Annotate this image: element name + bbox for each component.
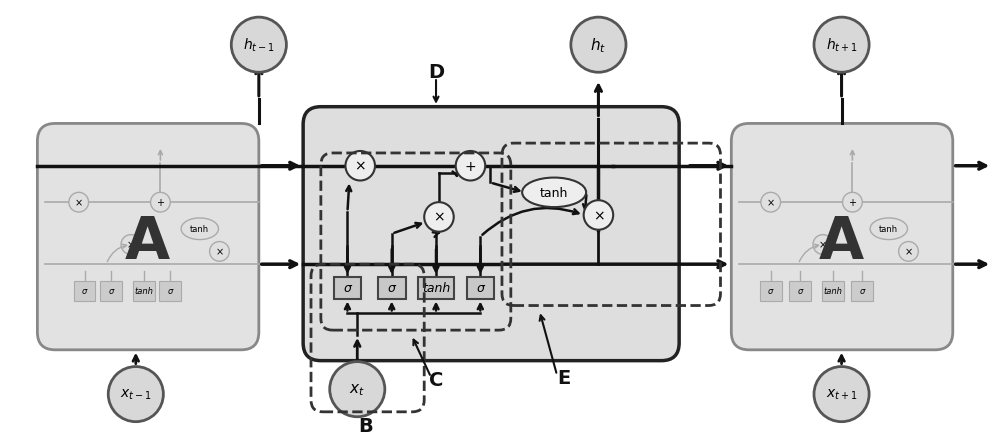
FancyBboxPatch shape bbox=[37, 124, 259, 350]
Text: $x_{t+1}$: $x_{t+1}$ bbox=[826, 387, 857, 401]
Circle shape bbox=[899, 242, 918, 261]
Circle shape bbox=[151, 193, 170, 212]
Circle shape bbox=[761, 193, 781, 212]
Text: $h_{t-1}$: $h_{t-1}$ bbox=[243, 37, 275, 54]
Circle shape bbox=[330, 362, 385, 417]
Text: +: + bbox=[465, 159, 476, 173]
Text: $x_t$: $x_t$ bbox=[349, 381, 365, 397]
Text: ×: × bbox=[819, 240, 827, 250]
Circle shape bbox=[571, 18, 626, 73]
Text: ×: × bbox=[593, 208, 604, 223]
Text: σ: σ bbox=[476, 282, 484, 295]
FancyBboxPatch shape bbox=[334, 277, 361, 299]
Text: ×: × bbox=[215, 247, 224, 257]
FancyBboxPatch shape bbox=[74, 281, 95, 301]
Text: $x_{t-1}$: $x_{t-1}$ bbox=[120, 387, 152, 401]
Ellipse shape bbox=[522, 178, 586, 208]
Text: D: D bbox=[428, 63, 444, 81]
Text: tanh: tanh bbox=[823, 286, 842, 296]
Text: tanh: tanh bbox=[422, 282, 450, 295]
Text: σ: σ bbox=[82, 286, 87, 296]
Circle shape bbox=[121, 235, 141, 255]
Circle shape bbox=[813, 235, 833, 255]
Circle shape bbox=[814, 367, 869, 422]
Text: tanh: tanh bbox=[190, 225, 209, 234]
Circle shape bbox=[456, 152, 485, 181]
Circle shape bbox=[843, 193, 862, 212]
Text: E: E bbox=[557, 368, 571, 387]
Text: ×: × bbox=[433, 210, 445, 224]
FancyBboxPatch shape bbox=[133, 281, 155, 301]
Ellipse shape bbox=[181, 219, 218, 240]
Circle shape bbox=[584, 201, 613, 230]
Text: $h_t$: $h_t$ bbox=[590, 36, 607, 55]
Text: tanh: tanh bbox=[879, 225, 898, 234]
Circle shape bbox=[345, 152, 375, 181]
Text: σ: σ bbox=[798, 286, 803, 296]
Text: $h_{t+1}$: $h_{t+1}$ bbox=[826, 37, 857, 54]
Text: tanh: tanh bbox=[134, 286, 153, 296]
Text: +: + bbox=[156, 198, 164, 208]
FancyBboxPatch shape bbox=[822, 281, 844, 301]
FancyBboxPatch shape bbox=[467, 277, 494, 299]
Text: σ: σ bbox=[168, 286, 173, 296]
FancyBboxPatch shape bbox=[760, 281, 782, 301]
Text: σ: σ bbox=[768, 286, 773, 296]
FancyBboxPatch shape bbox=[303, 107, 679, 361]
Text: ×: × bbox=[75, 198, 83, 208]
Text: σ: σ bbox=[388, 282, 396, 295]
Ellipse shape bbox=[870, 219, 908, 240]
FancyBboxPatch shape bbox=[789, 281, 811, 301]
Text: σ: σ bbox=[860, 286, 865, 296]
FancyBboxPatch shape bbox=[378, 277, 406, 299]
Text: tanh: tanh bbox=[540, 187, 568, 199]
Text: σ: σ bbox=[109, 286, 114, 296]
Circle shape bbox=[814, 18, 869, 73]
FancyBboxPatch shape bbox=[851, 281, 873, 301]
Text: ×: × bbox=[354, 159, 366, 173]
FancyBboxPatch shape bbox=[159, 281, 181, 301]
FancyBboxPatch shape bbox=[418, 277, 454, 299]
Text: ×: × bbox=[904, 247, 913, 257]
Circle shape bbox=[210, 242, 229, 261]
Text: +: + bbox=[848, 198, 856, 208]
Text: σ: σ bbox=[343, 282, 351, 295]
Text: C: C bbox=[429, 370, 443, 389]
Circle shape bbox=[424, 203, 454, 232]
Circle shape bbox=[231, 18, 286, 73]
Circle shape bbox=[108, 367, 163, 422]
FancyBboxPatch shape bbox=[731, 124, 953, 350]
Text: A: A bbox=[125, 214, 170, 270]
Text: B: B bbox=[358, 416, 373, 435]
FancyBboxPatch shape bbox=[100, 281, 122, 301]
Text: A: A bbox=[819, 214, 864, 270]
Text: ×: × bbox=[767, 198, 775, 208]
Text: ×: × bbox=[127, 240, 135, 250]
Circle shape bbox=[69, 193, 89, 212]
